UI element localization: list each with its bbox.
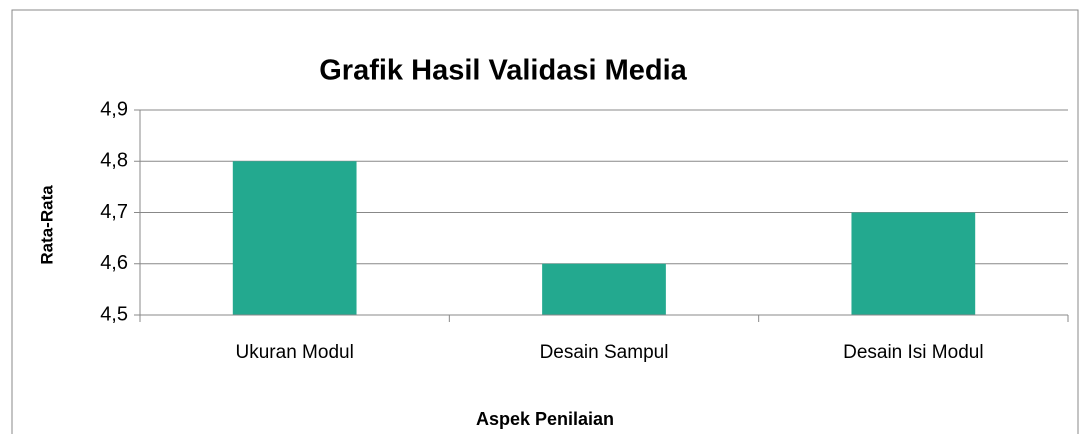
y-tick-label: 4,8 [100, 150, 128, 172]
y-tick-label: 4,9 [100, 98, 128, 120]
x-tick-label: Desain Isi Modul [843, 342, 983, 363]
x-tick-label: Ukuran Modul [236, 342, 354, 363]
y-tick-label: 4,5 [100, 303, 128, 325]
y-tick-label: 4,6 [100, 252, 128, 274]
bar [851, 212, 976, 315]
x-axis-label: Aspek Penilaian [476, 409, 614, 429]
y-axis-label: Rata-Rata [37, 185, 56, 265]
y-tick-label: 4,7 [100, 201, 128, 223]
bar [232, 161, 357, 315]
bar [542, 263, 666, 315]
chart-title: Grafik Hasil Validasi Media [319, 55, 687, 87]
x-tick-label: Desain Sampul [540, 342, 669, 363]
